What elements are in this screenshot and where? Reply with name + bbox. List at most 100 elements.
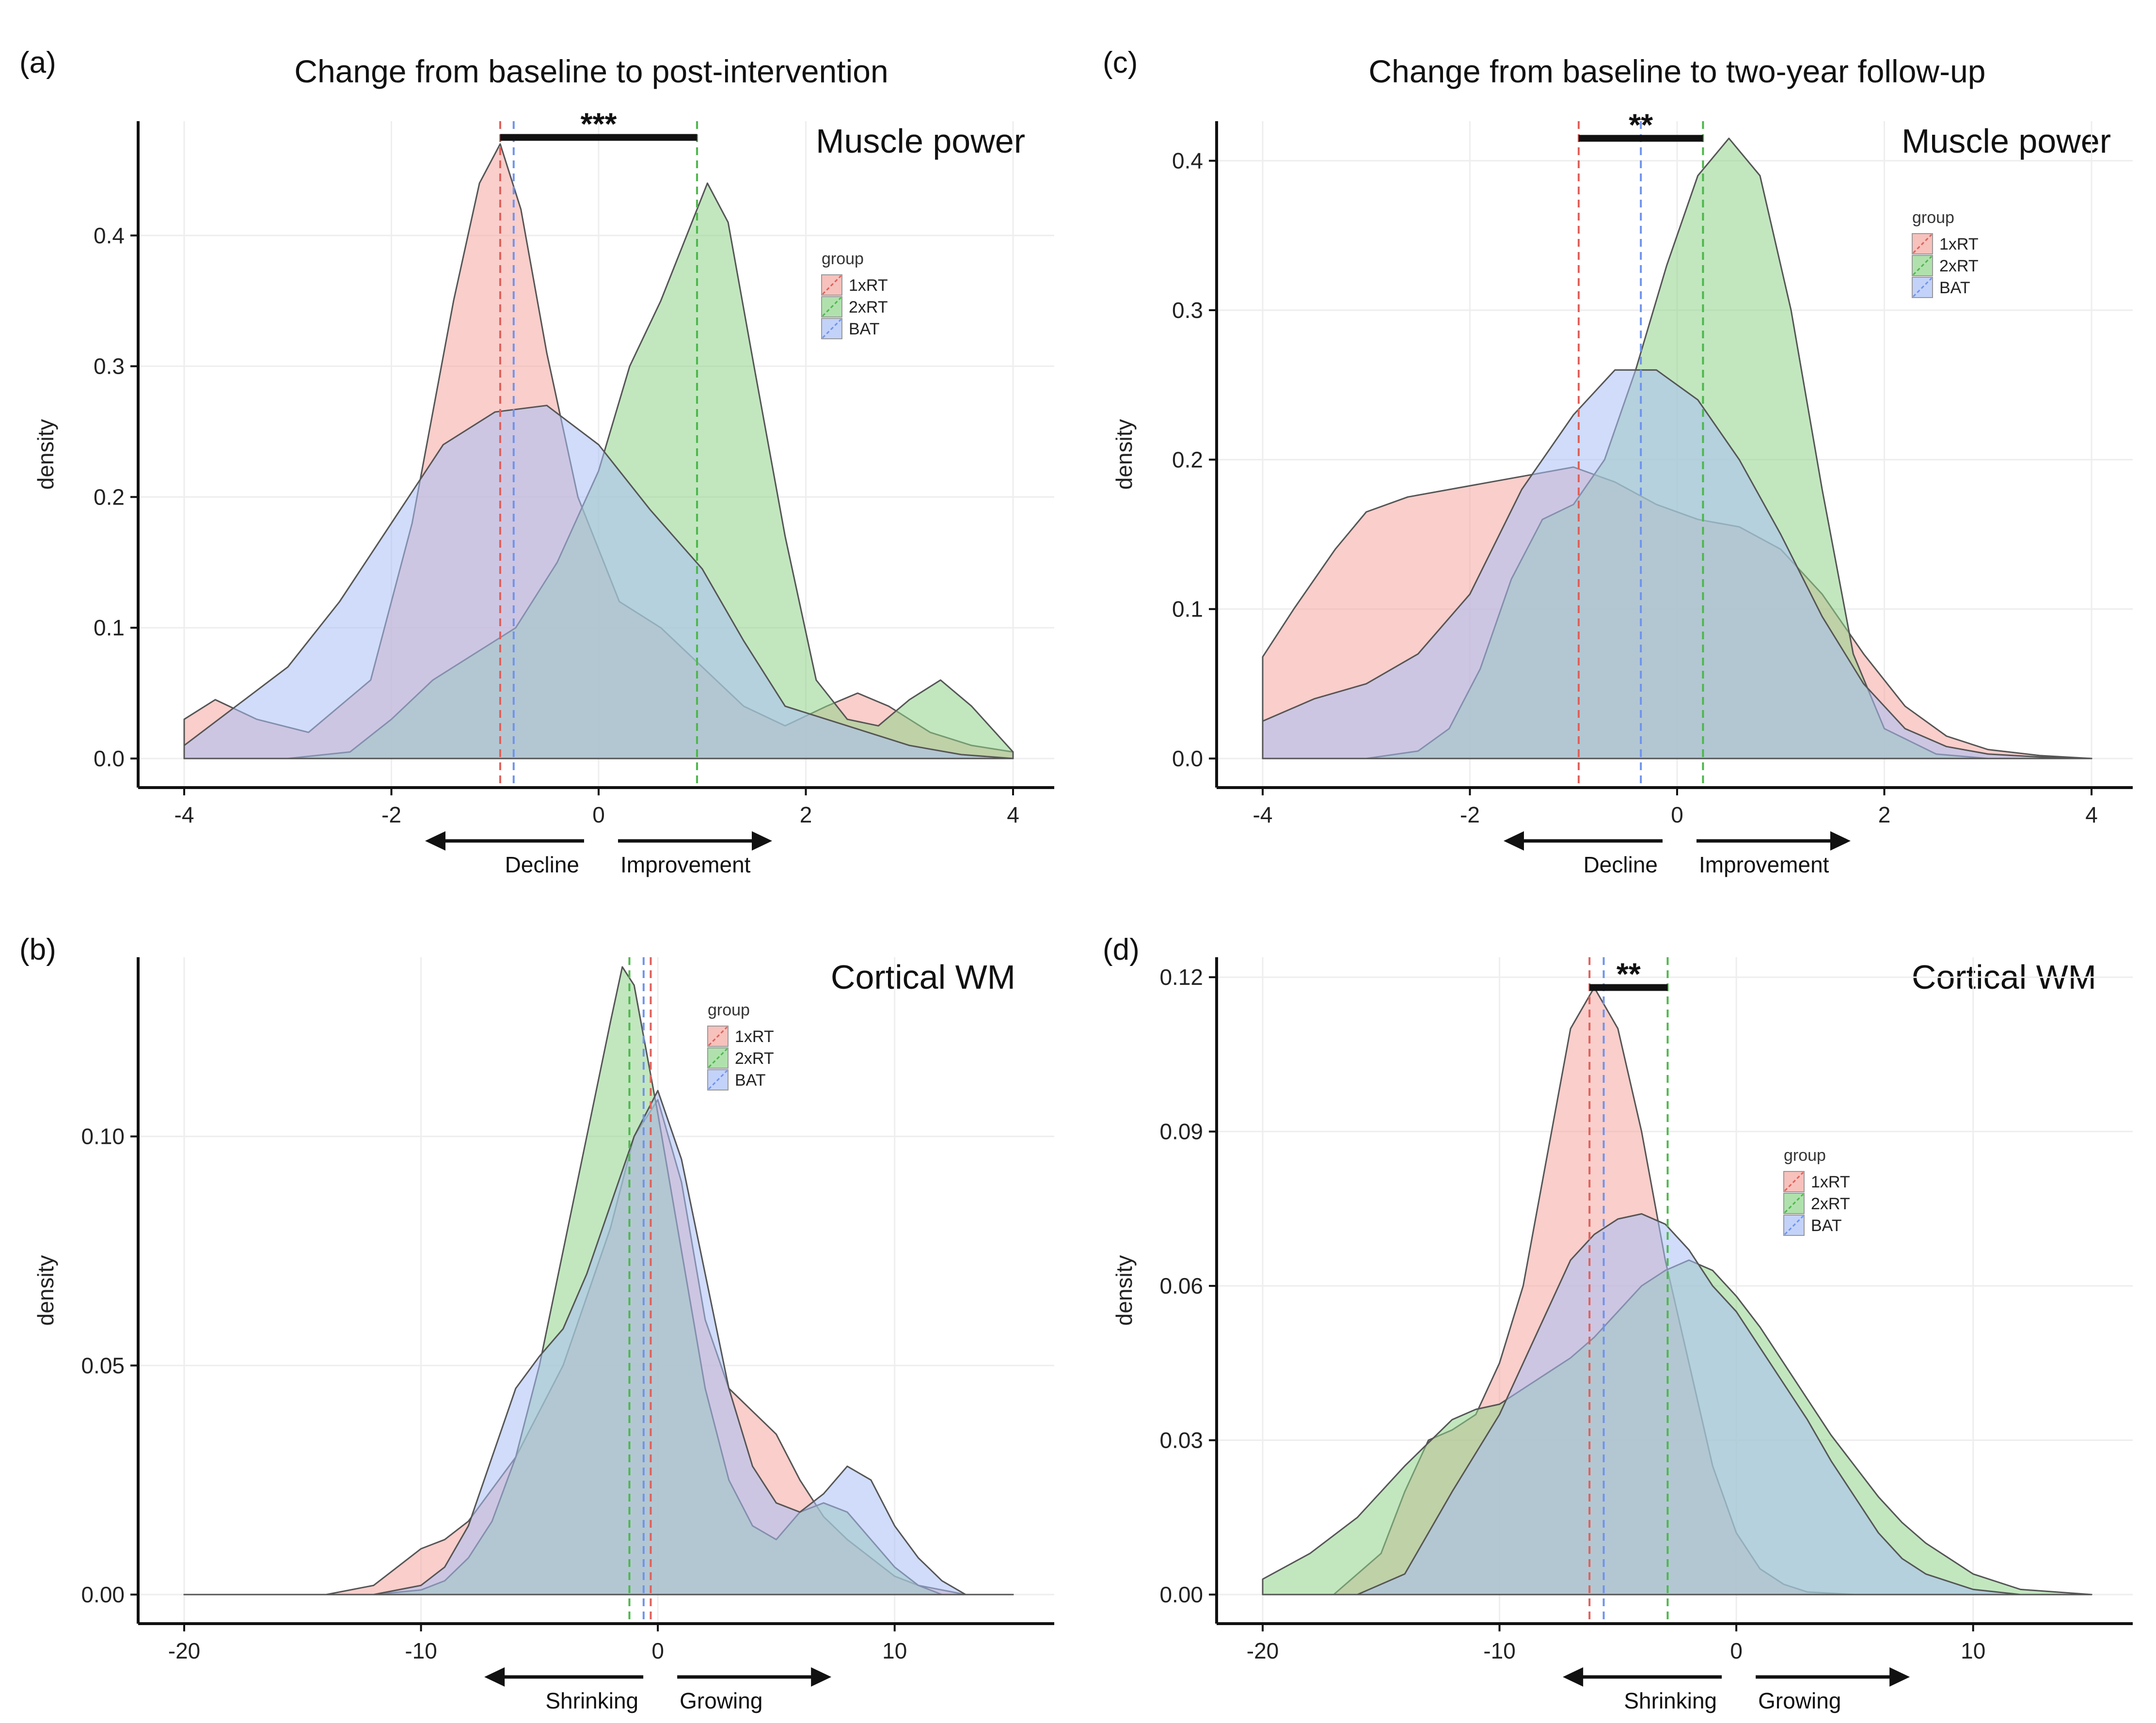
legend-key-1xrt [1783,1171,1805,1192]
legend-label-2xrt: 2xRT [735,1049,774,1068]
positive-direction-label: Growing [680,1688,762,1713]
x-tick-label: 4 [1007,802,1019,827]
legend-label-1xrt: 1xRT [1811,1173,1850,1191]
x-tick-label: 0 [1730,1638,1743,1663]
improve-arrowhead [752,831,772,851]
y-tick-label: 0.12 [1159,964,1203,990]
legend-label-bat: BAT [735,1071,766,1090]
y-axis-title: density [1111,1255,1137,1326]
legend-title: group [822,250,864,268]
legend-label-2xrt: 2xRT [1939,257,1979,275]
x-tick-label: 0 [1671,802,1683,827]
panel-d: (d)Cortical WM0.000.030.060.090.12-20 -10… [1103,933,2133,1713]
y-tick-label: 0.3 [94,354,125,379]
x-tick-label: -20 [168,1638,200,1663]
density-area-bat [183,1090,1014,1596]
x-tick-label: 0 [651,1638,664,1663]
y-tick-label: 0.2 [94,484,125,509]
y-tick-label: 0.00 [1159,1582,1203,1607]
legend-title: group [708,1001,750,1019]
y-tick-label: 0.00 [81,1582,125,1607]
y-axis-title: density [33,419,58,490]
legend-label-bat: BAT [1811,1217,1842,1235]
significance-label: ** [1617,956,1641,991]
y-tick-label: 0.05 [81,1353,125,1378]
legend-label-bat: BAT [849,320,880,338]
negative-direction-label: Shrinking [545,1688,638,1713]
improve-arrowhead [811,1667,832,1687]
panel-a: (a) Muscle power 0.0 0.1 0.2 0.3 0.4 -4 -2 0 2 4 den… [19,46,1054,877]
decline-arrowhead [484,1667,505,1687]
x-tick-label: 10 [1961,1638,1985,1663]
panel-c: (c) Muscle power 0.0 0.1 0.2 0.3 0.4 -4 -2 0 2 4 den… [1103,46,2133,877]
y-tick-label: 0.4 [94,223,125,248]
legend-key-1xrt [821,274,842,296]
legend-label-2xrt: 2xRT [849,298,888,316]
panel-label: (d) [1103,933,1140,966]
negative-direction-label: Decline [505,852,579,877]
legend-key-line [1784,1215,1804,1235]
y-tick-label: 0.4 [1172,148,1203,174]
positive-direction-label: Improvement [620,852,751,877]
significance-label: *** [581,106,617,141]
y-tick-label: 0.2 [1172,447,1203,472]
improve-arrowhead [1889,1667,1910,1687]
y-tick-label: 0.0 [1172,746,1203,771]
y-tick-label: 0.1 [1172,597,1203,622]
x-tick-label: -20 [1247,1638,1279,1663]
negative-direction-label: Shrinking [1624,1688,1717,1713]
y-tick-label: 0.09 [1159,1119,1203,1144]
legend-key-line [1912,277,1933,298]
legend-title: group [1784,1146,1826,1165]
legend-label-2xrt: 2xRT [1811,1195,1850,1213]
improve-arrowhead [1830,831,1851,851]
legend-key-line [822,275,842,295]
decline-arrowhead [425,831,445,851]
legend-label-1xrt: 1xRT [849,276,888,295]
decline-arrowhead [1563,1667,1584,1687]
legend-key-line [1784,1171,1804,1192]
x-tick-label: -4 [1253,802,1273,827]
y-axis-title: density [1111,419,1137,490]
positive-direction-label: Growing [1758,1688,1841,1713]
y-tick-label: 0.1 [94,615,125,640]
legend-key-line [708,1026,728,1046]
legend-key-line [822,297,842,317]
negative-direction-label: Decline [1584,852,1658,877]
significance-label: ** [1629,107,1653,142]
left-column-title: Change from baseline to post-interventio… [294,53,888,89]
x-tick-label: -4 [174,802,194,827]
panel-label: (b) [19,933,56,966]
y-tick-label: 0.06 [1159,1273,1203,1298]
legend-key-line [708,1070,728,1090]
panel-title: Muscle power [1902,122,2111,160]
x-tick-label: 10 [882,1638,907,1663]
positive-direction-label: Improvement [1699,852,1829,877]
legend-key-line [1912,234,1933,254]
y-tick-label: 0.10 [81,1124,125,1149]
legend-key-line [708,1048,728,1068]
legend-key-bat [707,1069,729,1091]
density-area-bat [183,405,1014,759]
legend-key-line [1784,1193,1804,1214]
density-area-bat [1262,369,2093,759]
x-tick-label: 2 [800,802,812,827]
x-tick-label: -10 [1483,1638,1515,1663]
x-tick-label: 0 [592,802,605,827]
decline-arrowhead [1504,831,1524,851]
legend-label-bat: BAT [1939,279,1970,297]
x-tick-label: 2 [1878,802,1891,827]
y-tick-label: 0.03 [1159,1428,1203,1453]
legend-key-line [1912,255,1933,276]
x-tick-label: -2 [381,802,401,827]
legend-title: group [1912,208,1954,227]
y-tick-label: 0.0 [94,746,125,771]
legend-label-1xrt: 1xRT [1939,235,1979,253]
legend-key-line [822,318,842,339]
y-tick-label: 0.3 [1172,298,1203,323]
panel-label: (c) [1103,46,1138,79]
x-tick-label: 4 [2085,802,2098,827]
panel-title: Muscle power [816,122,1025,160]
right-column-title: Change from baseline to two-year follow-… [1369,53,1986,89]
